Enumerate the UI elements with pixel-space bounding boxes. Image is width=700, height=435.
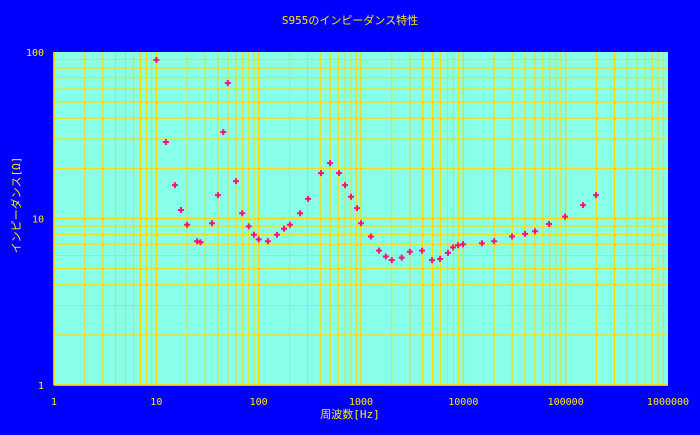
x-tick-label: 1000 (349, 397, 373, 408)
data-points (153, 56, 600, 264)
y-tick-label: 10 (32, 215, 44, 226)
data-point (406, 248, 413, 255)
data-point (437, 255, 444, 262)
data-point (224, 80, 231, 87)
data-point (184, 221, 191, 228)
data-point (220, 129, 227, 136)
data-point (455, 242, 462, 249)
data-point (250, 231, 257, 238)
data-point (428, 257, 435, 264)
data-point (580, 202, 587, 209)
data-point (239, 210, 246, 217)
data-point (593, 192, 600, 199)
data-point (194, 238, 201, 245)
data-point (232, 178, 239, 185)
data-point (348, 193, 355, 200)
data-point (336, 170, 343, 177)
data-point (354, 205, 361, 212)
data-point (342, 182, 349, 189)
data-point (532, 228, 539, 235)
data-point (398, 254, 405, 261)
data-point (245, 223, 252, 230)
data-point (562, 213, 569, 220)
data-point (281, 225, 288, 232)
data-point (327, 160, 334, 167)
data-point (209, 220, 216, 227)
data-point (171, 182, 178, 189)
data-point (214, 192, 221, 199)
y-tick-label: 1 (38, 381, 44, 392)
data-point (318, 170, 325, 177)
x-tick-label: 10000 (448, 397, 478, 408)
data-point (491, 238, 498, 245)
data-point (197, 239, 204, 246)
data-point (286, 221, 293, 228)
data-point (522, 230, 529, 237)
data-point (419, 247, 426, 254)
x-tick-label: 1 (51, 397, 57, 408)
x-tick-label: 100000 (548, 397, 584, 408)
data-point (177, 207, 184, 214)
data-point (444, 249, 451, 256)
data-point (273, 231, 280, 238)
data-point (382, 253, 389, 260)
x-axis-label: 周波数[Hz] (320, 408, 380, 421)
data-point (545, 220, 552, 227)
y-tick-label: 100 (26, 48, 44, 59)
data-point (255, 236, 262, 243)
data-point (367, 233, 374, 240)
data-point (153, 56, 160, 63)
x-tick-label: 10 (150, 397, 162, 408)
x-tick-label: 1000000 (647, 397, 689, 408)
data-point (478, 240, 485, 247)
x-tick-label: 100 (250, 397, 268, 408)
chart-title: S955のインピーダンス特性 (282, 13, 418, 27)
data-point (162, 139, 169, 146)
data-point (509, 233, 516, 240)
data-point (388, 257, 395, 264)
data-point (450, 244, 457, 251)
data-point (460, 241, 467, 248)
data-point (376, 247, 383, 254)
data-point (297, 210, 304, 217)
axes: 1 10 100 1000 10000 100000 1000000 1 10 100 (26, 48, 689, 408)
gridlines (53, 52, 668, 386)
data-point (264, 238, 271, 245)
data-point (358, 220, 364, 227)
y-axis-label: インピーダンス[Ω] (9, 157, 23, 254)
data-point (305, 195, 312, 202)
